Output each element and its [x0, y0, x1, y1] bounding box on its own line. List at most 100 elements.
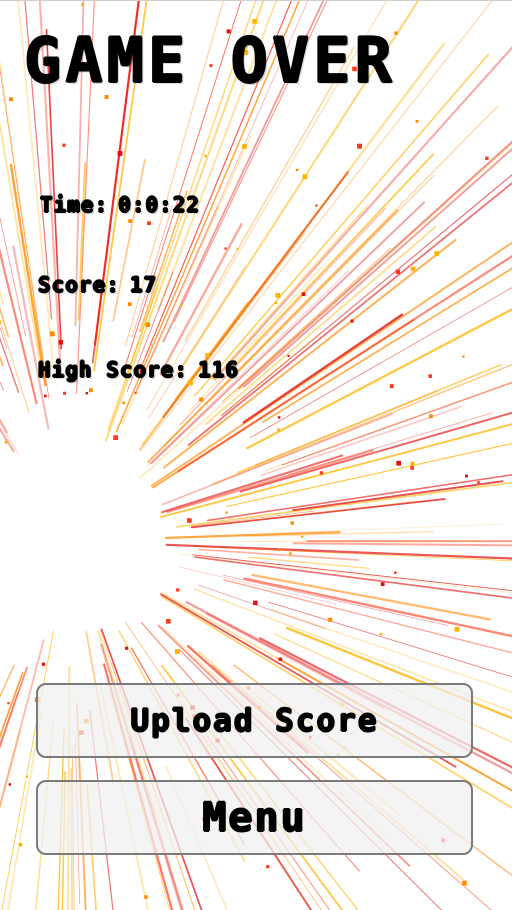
- burst-streak: [161, 413, 393, 506]
- burst-streak: [139, 190, 188, 332]
- spark-particle: [462, 880, 467, 886]
- burst-streak: [77, 162, 87, 321]
- burst-streak: [194, 588, 512, 713]
- burst-streak: [192, 554, 512, 592]
- spark-particle: [315, 204, 318, 207]
- burst-streak: [126, 271, 174, 392]
- spark-particle: [88, 388, 93, 392]
- burst-streak: [146, 1, 388, 411]
- spark-particle: [278, 657, 283, 661]
- spark-particle: [204, 154, 207, 158]
- spark-particle: [209, 64, 213, 68]
- burst-streak: [288, 412, 494, 476]
- spark-particle: [288, 552, 292, 556]
- spark-particle: [199, 397, 204, 402]
- spark-particle: [187, 518, 192, 523]
- spark-particle: [81, 3, 84, 7]
- burst-streak: [24, 1, 53, 320]
- burst-streak: [159, 223, 243, 376]
- burst-streak: [110, 690, 170, 910]
- high-score-value: 116: [198, 358, 240, 382]
- burst-streak: [191, 510, 316, 527]
- spark-particle: [236, 247, 239, 250]
- spark-particle: [410, 266, 416, 272]
- burst-streak: [0, 319, 30, 413]
- burst-streak: [147, 209, 399, 463]
- burst-streak: [139, 1, 493, 452]
- spark-particle: [117, 151, 123, 156]
- burst-streak: [121, 135, 252, 425]
- burst-streak: [165, 543, 512, 560]
- burst-streak: [179, 207, 386, 426]
- burst-streak: [273, 633, 512, 743]
- burst-streak: [99, 684, 149, 910]
- spark-particle: [302, 174, 308, 180]
- burst-streak: [0, 729, 22, 812]
- burst-streak: [138, 231, 306, 451]
- burst-streak: [162, 238, 457, 469]
- burst-streak: [0, 248, 38, 405]
- burst-streak: [205, 225, 437, 425]
- spark-particle: [266, 865, 270, 869]
- burst-streak: [206, 474, 512, 522]
- burst-streak: [292, 542, 512, 547]
- spark-particle: [134, 391, 137, 394]
- spark-particle: [243, 49, 249, 55]
- score-stat: Score: 17: [38, 271, 157, 299]
- spark-particle: [389, 384, 394, 389]
- burst-streak: [243, 147, 512, 388]
- spark-particle: [357, 143, 362, 149]
- spark-particle: [297, 48, 301, 53]
- spark-particle: [9, 97, 13, 102]
- burst-streak: [251, 573, 491, 621]
- burst-streak: [226, 442, 512, 508]
- spark-particle: [328, 617, 333, 622]
- upload-score-label: Upload Score: [130, 702, 379, 739]
- burst-streak: [194, 556, 512, 599]
- spark-particle: [63, 391, 66, 395]
- spark-particle: [277, 428, 280, 432]
- burst-streak: [198, 584, 327, 630]
- spark-particle: [274, 301, 278, 305]
- menu-button[interactable]: Menu: [36, 780, 473, 855]
- spark-particle: [7, 702, 10, 705]
- spark-particle: [226, 29, 231, 34]
- burst-streak: [178, 566, 337, 605]
- spark-particle: [166, 619, 171, 624]
- spark-particle: [380, 582, 385, 586]
- spark-particle: [8, 783, 12, 786]
- burst-streak: [242, 313, 404, 424]
- spark-particle: [104, 95, 109, 99]
- spark-particle: [242, 144, 247, 149]
- spark-particle: [180, 304, 183, 307]
- spark-particle: [4, 440, 8, 444]
- spark-particle: [428, 374, 432, 378]
- spark-particle: [290, 521, 294, 525]
- spark-particle: [277, 416, 281, 419]
- upload-score-button[interactable]: Upload Score: [36, 683, 473, 758]
- spark-particle: [454, 627, 460, 632]
- burst-streak: [74, 1, 85, 327]
- spark-particle: [252, 18, 258, 24]
- spark-particle: [319, 471, 323, 475]
- burst-streak: [134, 206, 219, 394]
- burst-streak: [86, 783, 97, 910]
- spark-particle: [278, 549, 281, 552]
- burst-streak: [17, 1, 55, 371]
- time-stat: Time: 0:0:22: [40, 191, 200, 219]
- burst-streak: [239, 411, 512, 493]
- spark-particle: [224, 247, 227, 250]
- burst-streak: [122, 1, 242, 374]
- burst-streak: [147, 270, 350, 466]
- spark-particle: [205, 353, 210, 358]
- burst-streak: [139, 142, 512, 479]
- burst-streak: [179, 553, 512, 594]
- burst-streak: [262, 267, 512, 423]
- burst-streak: [38, 1, 62, 375]
- spark-particle: [350, 319, 354, 323]
- burst-streak: [159, 423, 512, 518]
- burst-streak: [265, 381, 512, 471]
- spark-particle: [434, 251, 439, 256]
- spark-particle: [85, 392, 88, 395]
- burst-streak: [0, 216, 26, 337]
